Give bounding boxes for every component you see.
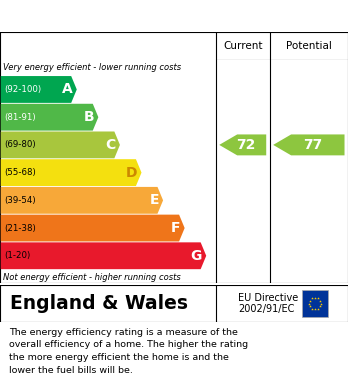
Text: B: B [84, 110, 94, 124]
FancyBboxPatch shape [302, 290, 328, 317]
Text: E: E [149, 193, 159, 207]
Polygon shape [1, 159, 142, 186]
Polygon shape [1, 104, 98, 131]
Polygon shape [1, 242, 206, 269]
Polygon shape [1, 215, 185, 242]
Polygon shape [273, 135, 345, 155]
Text: D: D [126, 166, 137, 179]
Polygon shape [1, 187, 163, 214]
Text: Very energy efficient - lower running costs: Very energy efficient - lower running co… [3, 63, 182, 72]
Text: (21-38): (21-38) [4, 224, 36, 233]
Text: Not energy efficient - higher running costs: Not energy efficient - higher running co… [3, 273, 181, 282]
Text: The energy efficiency rating is a measure of the
overall efficiency of a home. T: The energy efficiency rating is a measur… [9, 328, 248, 375]
Text: Current: Current [223, 41, 262, 51]
Text: C: C [105, 138, 116, 152]
Text: (1-20): (1-20) [4, 251, 30, 260]
Text: A: A [62, 83, 73, 97]
Text: England & Wales: England & Wales [10, 294, 188, 313]
Text: Potential: Potential [286, 41, 332, 51]
Polygon shape [1, 76, 77, 103]
Text: (69-80): (69-80) [4, 140, 36, 149]
Text: (55-68): (55-68) [4, 168, 36, 177]
Text: Energy Efficiency Rating: Energy Efficiency Rating [10, 9, 232, 23]
Text: EU Directive
2002/91/EC: EU Directive 2002/91/EC [238, 293, 299, 314]
Text: 77: 77 [303, 138, 322, 152]
Text: G: G [191, 249, 202, 263]
Text: (39-54): (39-54) [4, 196, 36, 205]
Text: (81-91): (81-91) [4, 113, 36, 122]
Polygon shape [219, 135, 266, 155]
Text: 72: 72 [237, 138, 256, 152]
Text: F: F [171, 221, 181, 235]
Text: (92-100): (92-100) [4, 85, 41, 94]
Polygon shape [1, 131, 120, 158]
